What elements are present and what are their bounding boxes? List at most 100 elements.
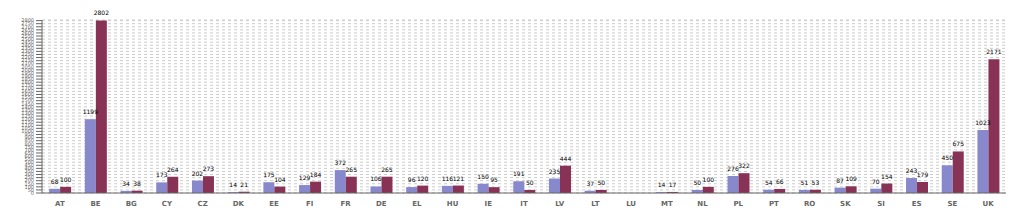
svg-text:900: 900 bbox=[24, 134, 34, 141]
svg-text:SK: SK bbox=[840, 200, 851, 208]
svg-text:70: 70 bbox=[872, 178, 880, 185]
svg-text:850: 850 bbox=[24, 137, 34, 144]
svg-text:38: 38 bbox=[133, 180, 141, 187]
svg-text:450: 450 bbox=[942, 154, 954, 161]
svg-text:600: 600 bbox=[24, 152, 34, 159]
svg-text:150: 150 bbox=[477, 173, 489, 180]
svg-text:100: 100 bbox=[60, 176, 72, 183]
svg-text:68: 68 bbox=[51, 178, 59, 185]
svg-text:66: 66 bbox=[776, 178, 784, 185]
svg-text:IT: IT bbox=[520, 200, 528, 208]
svg-text:372: 372 bbox=[335, 159, 347, 166]
svg-text:350: 350 bbox=[24, 168, 34, 175]
svg-text:AT: AT bbox=[55, 200, 65, 208]
svg-text:235: 235 bbox=[549, 168, 561, 175]
svg-text:50: 50 bbox=[27, 186, 34, 193]
svg-text:2802: 2802 bbox=[94, 9, 109, 16]
svg-text:BG: BG bbox=[126, 200, 137, 208]
svg-text:322: 322 bbox=[738, 162, 750, 169]
svg-text:IE: IE bbox=[485, 200, 493, 208]
svg-text:14: 14 bbox=[658, 181, 666, 188]
svg-text:175: 175 bbox=[263, 171, 275, 178]
svg-text:1199: 1199 bbox=[83, 108, 98, 115]
svg-text:300: 300 bbox=[24, 171, 34, 178]
svg-text:200: 200 bbox=[24, 177, 34, 184]
svg-text:109: 109 bbox=[845, 175, 857, 182]
svg-text:DK: DK bbox=[233, 200, 245, 208]
svg-text:MT: MT bbox=[661, 200, 673, 208]
svg-text:1050: 1050 bbox=[21, 125, 34, 132]
svg-text:129: 129 bbox=[299, 174, 311, 181]
svg-text:51: 51 bbox=[801, 179, 809, 186]
svg-text:14: 14 bbox=[229, 181, 237, 188]
svg-text:250: 250 bbox=[24, 174, 34, 181]
svg-text:LT: LT bbox=[591, 200, 599, 208]
svg-text:21: 21 bbox=[240, 181, 248, 188]
svg-text:37: 37 bbox=[586, 180, 594, 187]
svg-text:950: 950 bbox=[24, 131, 34, 138]
svg-text:400: 400 bbox=[24, 165, 34, 172]
svg-text:96: 96 bbox=[408, 176, 416, 183]
svg-text:550: 550 bbox=[24, 155, 34, 162]
svg-text:273: 273 bbox=[203, 165, 215, 172]
svg-text:106: 106 bbox=[370, 175, 382, 182]
svg-text:CY: CY bbox=[162, 200, 173, 208]
svg-text:DE: DE bbox=[376, 200, 387, 208]
svg-text:1023: 1023 bbox=[975, 119, 990, 126]
svg-text:54: 54 bbox=[765, 179, 773, 186]
svg-text:LU: LU bbox=[626, 200, 636, 208]
svg-text:191: 191 bbox=[513, 170, 525, 177]
svg-text:1000: 1000 bbox=[21, 128, 34, 135]
svg-text:50: 50 bbox=[693, 179, 701, 186]
svg-text:800: 800 bbox=[24, 140, 34, 147]
svg-text:EE: EE bbox=[269, 200, 279, 208]
svg-text:50: 50 bbox=[526, 179, 534, 186]
svg-text:2800: 2800 bbox=[21, 17, 34, 23]
svg-text:450: 450 bbox=[24, 162, 34, 169]
svg-text:50: 50 bbox=[597, 179, 605, 186]
svg-text:650: 650 bbox=[24, 149, 34, 156]
svg-text:179: 179 bbox=[917, 171, 929, 178]
svg-text:675: 675 bbox=[953, 140, 965, 147]
svg-text:FI: FI bbox=[306, 200, 313, 208]
svg-text:184: 184 bbox=[310, 171, 322, 178]
svg-text:PL: PL bbox=[733, 200, 743, 208]
svg-text:SE: SE bbox=[948, 200, 958, 208]
svg-text:95: 95 bbox=[490, 176, 498, 183]
svg-text:87: 87 bbox=[836, 177, 844, 184]
svg-text:700: 700 bbox=[24, 146, 34, 153]
svg-text:EL: EL bbox=[412, 200, 422, 208]
svg-text:444: 444 bbox=[560, 155, 572, 162]
svg-text:750: 750 bbox=[24, 143, 34, 150]
svg-text:2171: 2171 bbox=[986, 48, 1001, 55]
svg-text:34: 34 bbox=[122, 180, 130, 187]
svg-text:265: 265 bbox=[346, 166, 358, 173]
svg-text:NL: NL bbox=[697, 200, 708, 208]
svg-text:RO: RO bbox=[804, 200, 815, 208]
svg-text:PT: PT bbox=[769, 200, 779, 208]
svg-text:202: 202 bbox=[192, 170, 204, 177]
svg-text:HU: HU bbox=[447, 200, 459, 208]
svg-text:265: 265 bbox=[381, 166, 393, 173]
svg-text:276: 276 bbox=[727, 165, 739, 172]
svg-text:100: 100 bbox=[24, 183, 34, 190]
svg-text:154: 154 bbox=[881, 173, 893, 180]
svg-text:120: 120 bbox=[417, 175, 429, 182]
svg-text:SI: SI bbox=[877, 200, 885, 208]
svg-text:UK: UK bbox=[983, 200, 995, 208]
svg-text:LV: LV bbox=[555, 200, 564, 208]
svg-text:173: 173 bbox=[156, 171, 168, 178]
svg-text:CZ: CZ bbox=[198, 200, 208, 208]
svg-text:264: 264 bbox=[167, 166, 179, 173]
svg-text:100: 100 bbox=[703, 176, 715, 183]
svg-text:150: 150 bbox=[24, 180, 34, 187]
svg-text:17: 17 bbox=[669, 181, 677, 188]
svg-text:FR: FR bbox=[340, 200, 351, 208]
svg-text:104: 104 bbox=[274, 176, 286, 183]
svg-text:121: 121 bbox=[453, 175, 465, 182]
svg-text:116: 116 bbox=[442, 175, 454, 182]
svg-text:53: 53 bbox=[812, 179, 820, 186]
svg-text:ES: ES bbox=[912, 200, 922, 208]
svg-text:BE: BE bbox=[90, 200, 100, 208]
svg-text:243: 243 bbox=[906, 167, 918, 174]
